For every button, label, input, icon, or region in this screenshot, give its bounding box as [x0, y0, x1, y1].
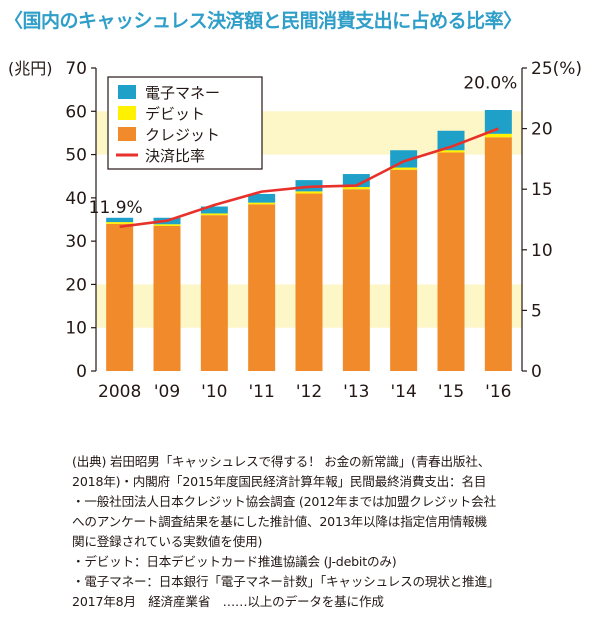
x-tick-label: '10 — [201, 382, 227, 402]
right-tick-label: 25(%) — [531, 59, 582, 79]
left-tick-label: 20 — [65, 275, 87, 295]
bar-segment — [200, 215, 228, 371]
left-tick-label: 10 — [65, 319, 87, 339]
x-tick-label: '11 — [249, 382, 275, 402]
bar-segment — [248, 202, 276, 205]
annotation-last-ratio: 20.0% — [463, 74, 517, 94]
left-axis-unit: (兆円) — [8, 59, 53, 78]
bar-segment — [248, 204, 276, 371]
source-notes: (出典) 岩田昭男「キャッシュレスで得する！ お金の新常識」(青春出版社、 20… — [72, 452, 602, 612]
note-line: ・一般社団法人日本クレジット協会調査 (2012年までは加盟クレジット会社 — [72, 494, 496, 509]
x-tick-label: 2008 — [98, 382, 141, 402]
axes-group — [95, 68, 523, 371]
bar-segment — [484, 109, 512, 134]
bar-segment — [342, 174, 370, 188]
x-tick-label: '14 — [391, 382, 417, 402]
bar-segment — [484, 133, 512, 138]
x-tick-label: '16 — [485, 382, 511, 402]
left-tick-label: 40 — [65, 189, 87, 209]
bar-segment — [153, 225, 181, 371]
bar-segment — [342, 187, 370, 190]
bar-segment — [106, 223, 134, 371]
ticks-group: 0 10 20 30 40 50 60 70 (兆円) 0 5 10 15 20 25(%) — [8, 59, 582, 382]
left-tick-label: 70 — [65, 59, 87, 79]
annotation-first-ratio: 11.9% — [89, 198, 143, 218]
left-tick-label: 0 — [76, 362, 87, 382]
legend-label-emoney: 電子マネー — [145, 84, 220, 102]
left-tick-label: 30 — [65, 232, 87, 252]
bar-segment — [390, 167, 418, 170]
note-line: 2018年)・内閣府「2015年度国民経済計算年報」民間最終消費支出：名目 — [72, 474, 487, 489]
right-tick-label: 15 — [531, 180, 553, 200]
bar-segment — [390, 150, 418, 168]
right-tick-label: 5 — [531, 301, 542, 321]
note-line: ・デビット：日本デビットカード推進協議会 (J-debitのみ) — [72, 554, 397, 569]
right-tick-label: 20 — [531, 120, 553, 140]
bar-segment — [437, 152, 465, 371]
note-line: ・電子マネー：日本銀行「電子マネー計数」「キャッシュレスの現状と推進」 — [72, 574, 500, 589]
left-tick-label: 50 — [65, 146, 87, 166]
right-tick-label: 10 — [531, 241, 553, 261]
ratio-line — [119, 127, 499, 229]
bar-segment — [106, 222, 134, 224]
bar-segment — [248, 193, 276, 203]
legend-label-debit: デビット — [145, 105, 205, 123]
bar-segment — [295, 191, 323, 194]
bar-segment — [484, 137, 512, 371]
bar-segment — [390, 169, 418, 371]
bar-segment — [437, 150, 465, 153]
bar-segment — [200, 206, 228, 214]
legend-label-ratio: 決済比率 — [145, 147, 205, 165]
x-tick-label: '15 — [438, 382, 464, 402]
note-line: 2017年8月 経済産業省 ……以上のデータを基に作成 — [72, 594, 384, 609]
note-line: (出典) 岩田昭男「キャッシュレスで得する！ お金の新常識」(青春出版社、 — [72, 454, 491, 469]
bar-segment — [153, 224, 181, 226]
x-tick-label: '13 — [343, 382, 369, 402]
bar-segment — [106, 217, 134, 223]
right-tick-label: 0 — [531, 362, 542, 382]
chart-title: 〈国内のキャッシュレス決済額と民間消費支出に占める比率〉 — [4, 10, 522, 32]
bars-group: 2008 '09 '10 '11 '12 '13 '14 '15 '16 — [98, 109, 512, 402]
legend-label-credit: クレジット — [145, 126, 220, 144]
bar-segment — [295, 193, 323, 371]
left-tick-label: 60 — [65, 102, 87, 122]
legend-swatch-emoney — [118, 85, 136, 99]
x-tick-label: '09 — [154, 382, 180, 402]
ratio-line-group: 11.9% 20.0% — [89, 74, 517, 229]
legend: 電子マネー デビット クレジット 決済比率 — [107, 76, 263, 170]
bar-segment — [342, 189, 370, 371]
note-line: 関に登録されている実数値を使用) — [72, 534, 263, 549]
bar-segment — [200, 213, 228, 216]
note-line: へのアンケート調査結果を基にした推計値、2013年以降は指定信用情報機 — [72, 514, 487, 529]
stacked-bar-line-chart: 2008'09'10'11'12'13'14'15'16 01020304050… — [8, 59, 582, 402]
legend-swatch-credit — [118, 127, 136, 141]
x-tick-label: '12 — [296, 382, 322, 402]
legend-swatch-debit — [118, 106, 136, 120]
